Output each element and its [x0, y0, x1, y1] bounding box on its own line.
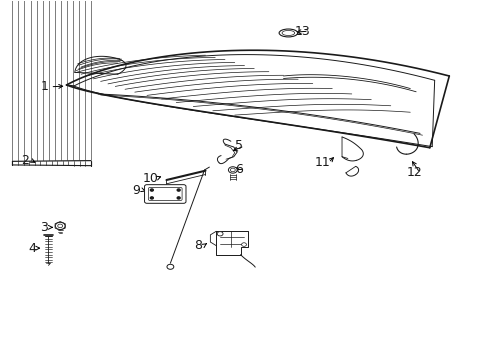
Text: 10: 10: [142, 172, 159, 185]
Text: 4: 4: [28, 242, 36, 255]
Ellipse shape: [279, 29, 297, 37]
Circle shape: [177, 197, 180, 199]
FancyBboxPatch shape: [148, 188, 182, 201]
Text: 1: 1: [41, 80, 48, 93]
Circle shape: [230, 168, 235, 172]
Text: 3: 3: [40, 221, 47, 234]
Circle shape: [150, 197, 153, 199]
Circle shape: [55, 222, 65, 229]
Text: 9: 9: [132, 184, 140, 197]
Text: 13: 13: [295, 25, 310, 38]
Text: 11: 11: [314, 156, 330, 169]
Text: 7: 7: [147, 189, 156, 202]
Circle shape: [228, 167, 237, 173]
Ellipse shape: [282, 31, 294, 36]
Circle shape: [217, 231, 223, 236]
Circle shape: [58, 224, 62, 228]
Circle shape: [166, 264, 173, 269]
Circle shape: [241, 243, 246, 246]
Text: 6: 6: [234, 163, 242, 176]
Text: 5: 5: [234, 139, 242, 152]
FancyBboxPatch shape: [144, 185, 185, 203]
Text: 2: 2: [21, 154, 29, 167]
Text: 12: 12: [406, 166, 421, 179]
Text: 8: 8: [194, 239, 202, 252]
Circle shape: [177, 189, 180, 191]
Circle shape: [150, 189, 153, 191]
